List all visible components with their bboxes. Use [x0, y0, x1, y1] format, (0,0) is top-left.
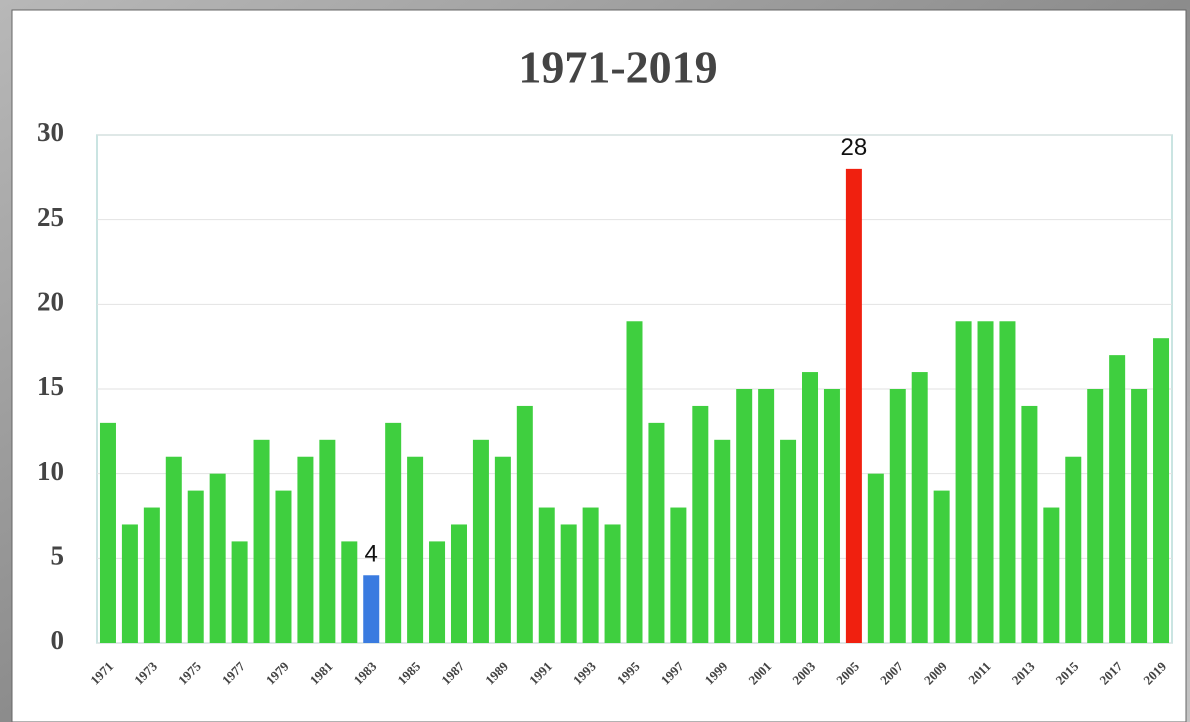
bar [429, 541, 446, 643]
bar [670, 507, 687, 643]
bar [845, 168, 862, 643]
bar [1021, 405, 1038, 643]
value-label: 4 [365, 541, 378, 568]
bar [143, 507, 160, 643]
bar [758, 389, 775, 643]
y-tick-label: 20 [37, 287, 64, 317]
bar [253, 439, 270, 643]
bar [977, 321, 994, 643]
y-tick-label: 25 [37, 202, 64, 232]
bar [1131, 389, 1148, 643]
chart-title: 1971-2019 [518, 42, 717, 93]
bar [560, 524, 577, 643]
bar [275, 490, 292, 643]
bar [714, 439, 731, 643]
bar [867, 473, 884, 643]
bar [1065, 456, 1082, 643]
bar [516, 405, 533, 643]
bar [1109, 355, 1126, 643]
bar [692, 405, 709, 643]
bar [297, 456, 314, 643]
bar [187, 490, 204, 643]
bar [1153, 338, 1170, 643]
bar [780, 439, 797, 643]
bar [933, 490, 950, 643]
bar [802, 372, 819, 643]
y-tick-label: 0 [51, 625, 65, 655]
bar [911, 372, 928, 643]
y-tick-label: 10 [37, 456, 64, 486]
bar [626, 321, 643, 643]
y-tick-label: 30 [37, 117, 64, 147]
bar [99, 422, 116, 643]
bar [319, 439, 336, 643]
bar [231, 541, 248, 643]
bar [209, 473, 226, 643]
bar [1043, 507, 1060, 643]
bar [999, 321, 1016, 643]
bar [1087, 389, 1104, 643]
bar [450, 524, 467, 643]
bar [648, 422, 665, 643]
y-tick-label: 15 [37, 371, 64, 401]
bar [604, 524, 621, 643]
bar [538, 507, 555, 643]
bar [385, 422, 402, 643]
bar [407, 456, 424, 643]
bar [165, 456, 182, 643]
bar [955, 321, 972, 643]
bar [121, 524, 138, 643]
bar [494, 456, 511, 643]
bar [472, 439, 489, 643]
bar [889, 389, 906, 643]
bar [341, 541, 358, 643]
y-tick-label: 5 [51, 541, 65, 571]
bar [582, 507, 599, 643]
bar [736, 389, 753, 643]
bar [363, 575, 380, 643]
value-label: 28 [841, 134, 868, 161]
bar [823, 389, 840, 643]
